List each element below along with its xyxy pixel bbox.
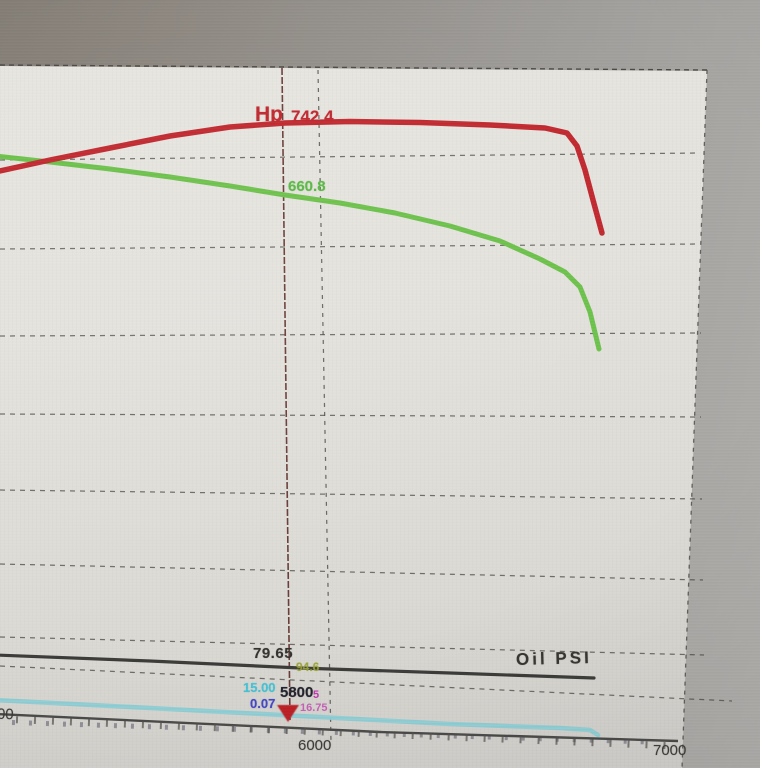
hp-series-label: Hp [255,103,283,126]
torque-readout: 660.8 [288,178,326,195]
magenta-channel-readout: 16.75 [300,702,328,714]
blue-channel-readout: 0.07 [250,696,276,711]
x-tick-7000: 7000 [653,742,687,759]
x-tick-5000-partial: 00 [0,705,14,724]
cyan-channel-readout: 15.00 [243,680,276,695]
hp-peak-readout: 742.4 [291,107,334,126]
magenta-small-readout: 5 [313,689,320,701]
x-tick-6000: 6000 [298,737,332,754]
oil-psi-readout: 79.65 [253,645,294,662]
oil-psi-series-label: Oil PSI [515,648,593,669]
cursor-marker[interactable] [277,705,299,722]
cursor-rpm-readout: 5800 [280,684,314,701]
olive-channel-readout: 94.6 [296,660,320,674]
